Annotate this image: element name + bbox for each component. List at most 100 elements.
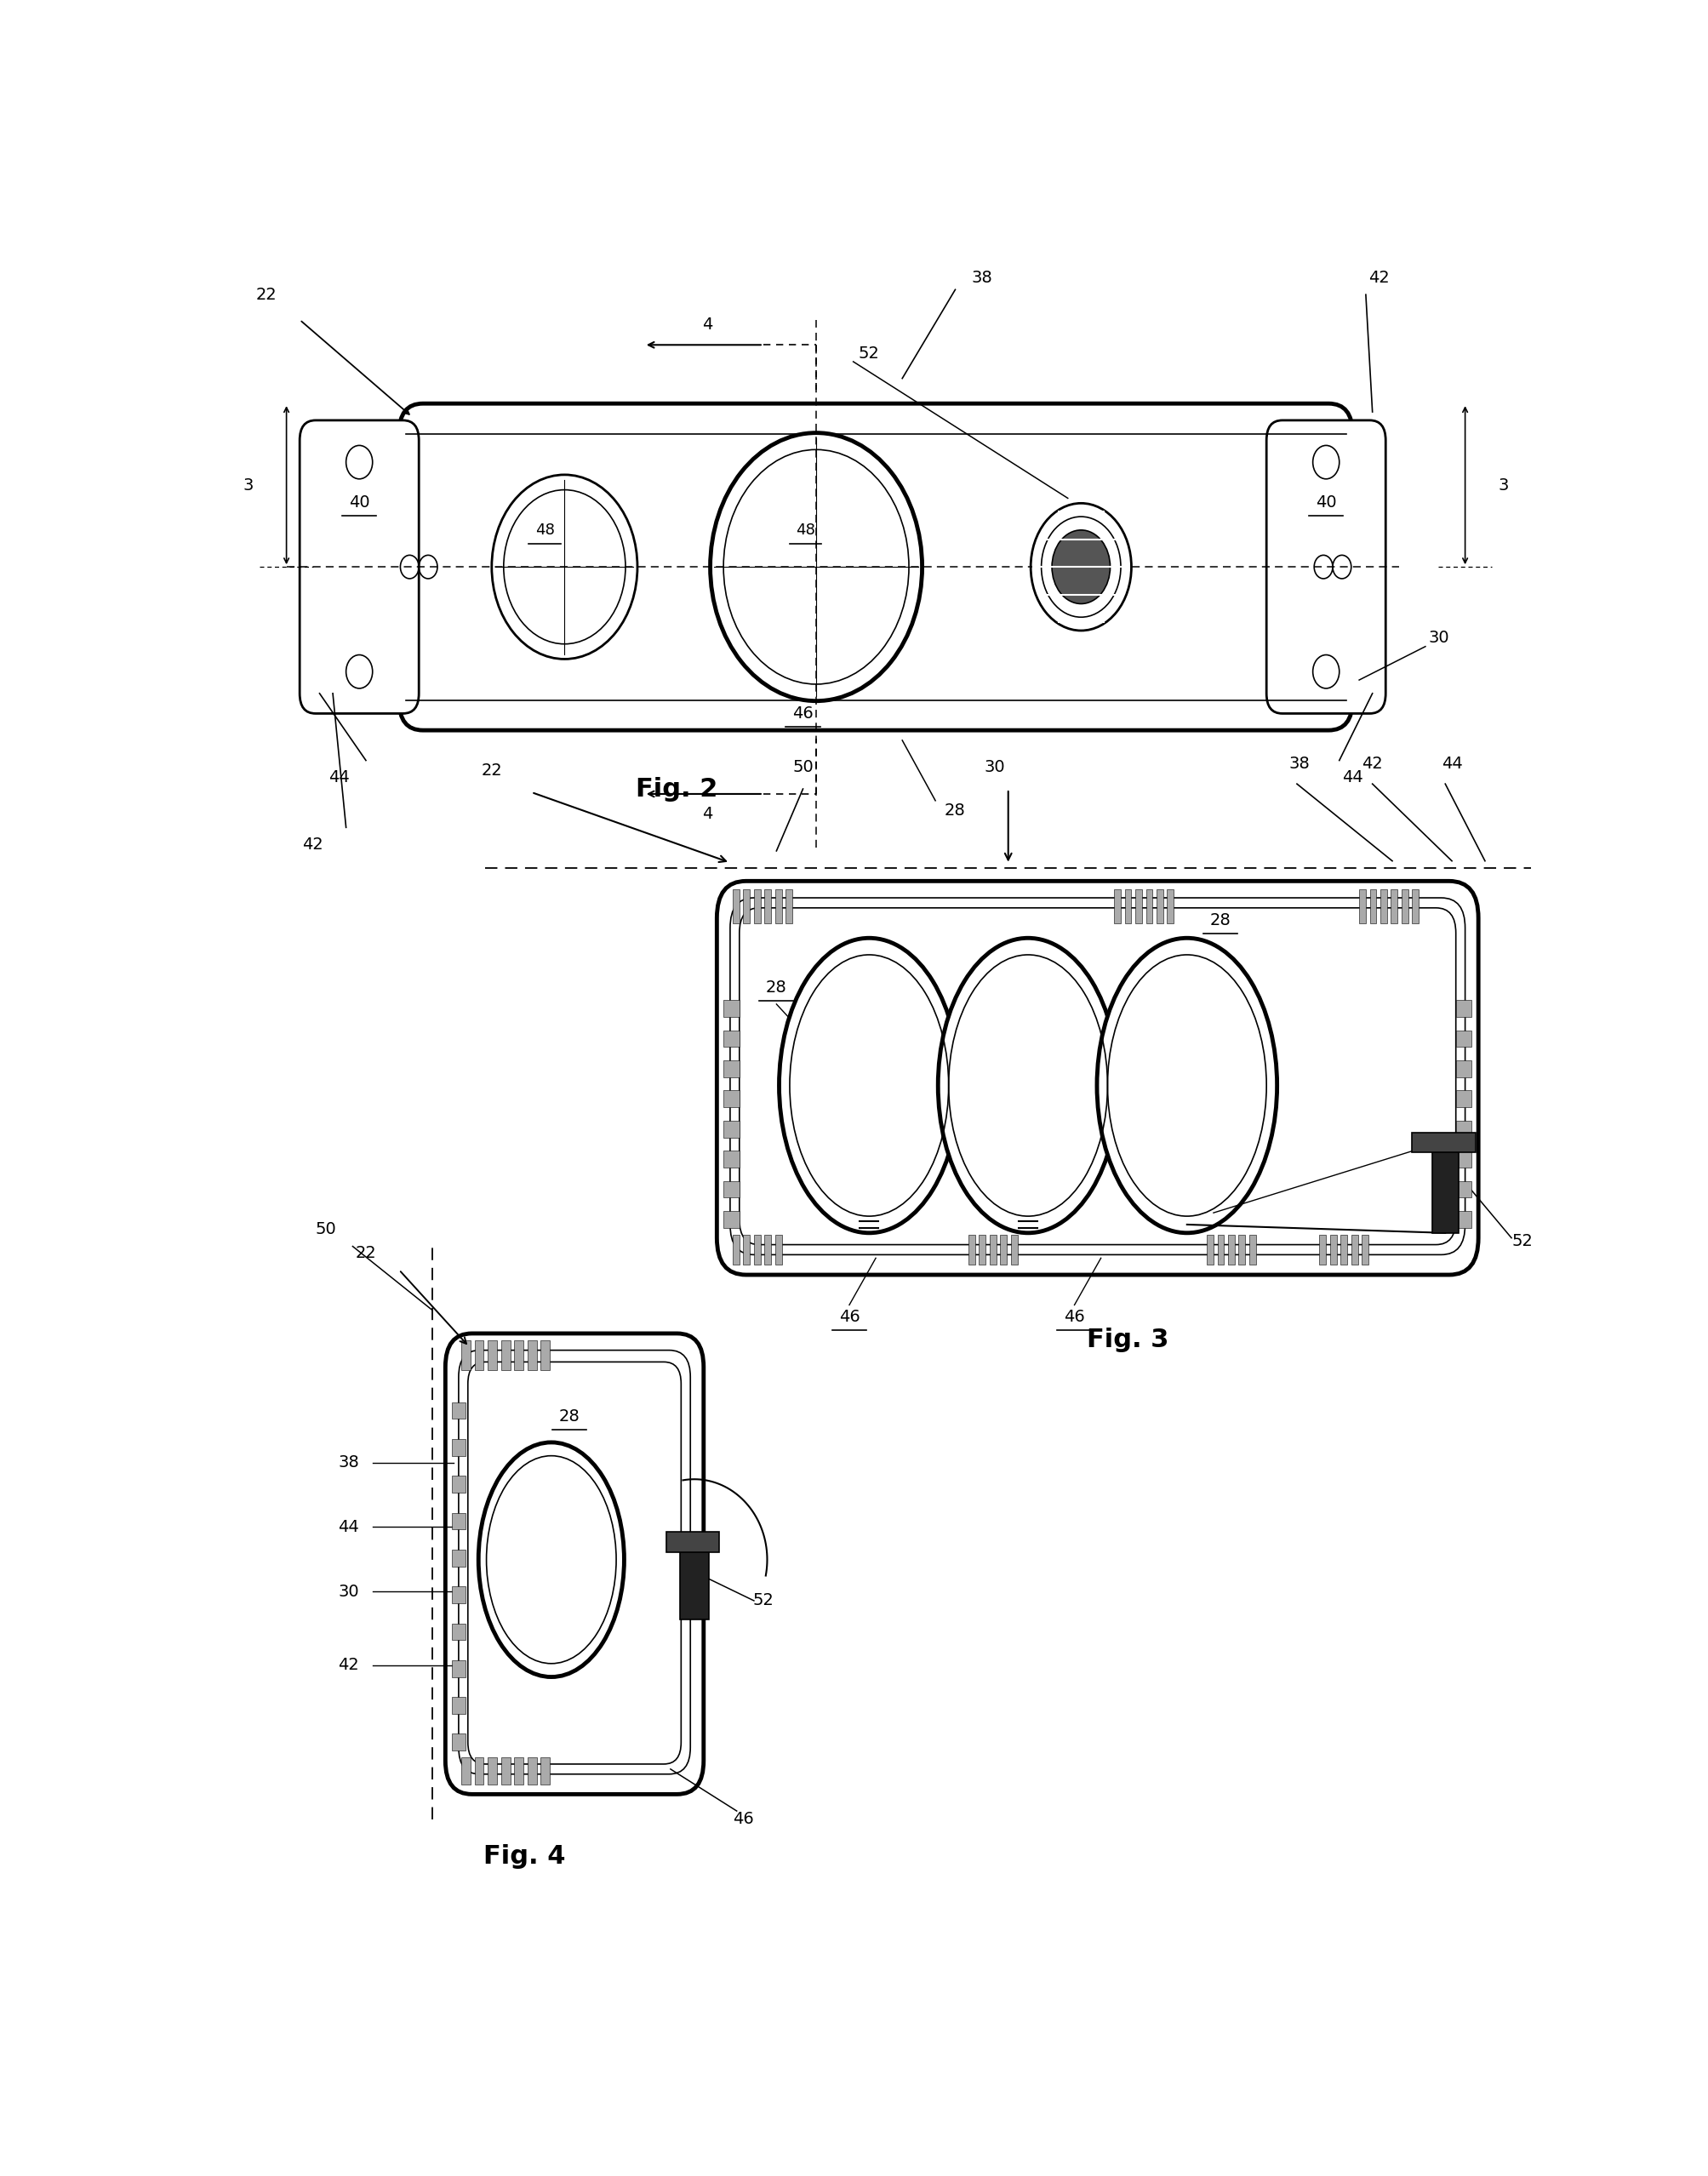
- Bar: [753, 890, 760, 923]
- Bar: [1228, 1234, 1235, 1264]
- Bar: [1134, 890, 1141, 923]
- Bar: [1455, 1212, 1471, 1227]
- Text: 48: 48: [796, 522, 815, 537]
- Bar: [722, 1001, 740, 1016]
- Bar: [763, 1234, 770, 1264]
- Text: 44: 44: [338, 1519, 359, 1534]
- Bar: [514, 1340, 523, 1371]
- Text: 28: 28: [765, 979, 787, 994]
- Text: 44: 44: [328, 768, 350, 786]
- Bar: [451, 1549, 465, 1567]
- Bar: [1361, 1234, 1368, 1264]
- Bar: [528, 1340, 536, 1371]
- Text: 48: 48: [857, 1060, 880, 1077]
- Bar: [540, 1758, 550, 1784]
- Bar: [733, 1234, 740, 1264]
- Text: 28: 28: [521, 1510, 541, 1525]
- Text: 48: 48: [535, 522, 553, 537]
- Bar: [1455, 1090, 1471, 1108]
- Text: 28: 28: [945, 803, 965, 818]
- Bar: [500, 1340, 511, 1371]
- Bar: [1146, 890, 1151, 923]
- Bar: [451, 1512, 465, 1530]
- Text: 42: 42: [1361, 755, 1382, 772]
- Bar: [722, 1182, 740, 1197]
- Bar: [451, 1660, 465, 1678]
- Bar: [743, 890, 750, 923]
- FancyBboxPatch shape: [717, 881, 1477, 1275]
- Text: 40: 40: [348, 494, 369, 511]
- Bar: [1249, 1234, 1255, 1264]
- Bar: [1329, 1234, 1336, 1264]
- Text: 4: 4: [702, 318, 712, 333]
- Text: 22: 22: [256, 287, 277, 302]
- Bar: [1238, 1234, 1245, 1264]
- Bar: [722, 1060, 740, 1077]
- Bar: [475, 1340, 483, 1371]
- Bar: [1156, 890, 1163, 923]
- Text: 38: 38: [970, 270, 992, 285]
- Bar: [1351, 1234, 1358, 1264]
- Text: 44: 44: [1440, 755, 1462, 772]
- Bar: [1341, 1234, 1346, 1264]
- FancyBboxPatch shape: [299, 420, 418, 714]
- Text: 30: 30: [1428, 631, 1448, 646]
- Bar: [775, 890, 781, 923]
- Bar: [753, 1234, 760, 1264]
- Bar: [451, 1697, 465, 1715]
- Bar: [968, 1234, 975, 1264]
- Bar: [666, 1532, 719, 1551]
- Bar: [487, 1758, 497, 1784]
- Bar: [1370, 890, 1375, 923]
- Text: 22: 22: [355, 1245, 376, 1262]
- Bar: [722, 1090, 740, 1108]
- Text: 40: 40: [1315, 494, 1336, 511]
- Bar: [1216, 1234, 1223, 1264]
- Bar: [451, 1438, 465, 1456]
- Text: 42: 42: [1368, 270, 1389, 285]
- Bar: [763, 890, 770, 923]
- Text: 28: 28: [1209, 912, 1230, 929]
- Bar: [989, 1234, 996, 1264]
- Text: 22: 22: [482, 762, 502, 779]
- Bar: [461, 1758, 470, 1784]
- Bar: [451, 1623, 465, 1641]
- Bar: [1206, 1234, 1213, 1264]
- Text: 28: 28: [559, 1408, 579, 1425]
- Text: 38: 38: [338, 1454, 359, 1471]
- Bar: [743, 1234, 750, 1264]
- Bar: [722, 1151, 740, 1169]
- Bar: [1401, 890, 1407, 923]
- Bar: [733, 890, 740, 923]
- Bar: [1167, 890, 1173, 923]
- Bar: [722, 1212, 740, 1227]
- Bar: [775, 1234, 781, 1264]
- Bar: [1411, 890, 1418, 923]
- Text: 46: 46: [793, 705, 813, 722]
- Bar: [451, 1586, 465, 1604]
- Bar: [722, 1121, 740, 1138]
- Bar: [475, 1758, 483, 1784]
- Text: Fig. 4: Fig. 4: [483, 1843, 565, 1869]
- FancyBboxPatch shape: [1266, 420, 1385, 714]
- Bar: [1455, 1182, 1471, 1197]
- Ellipse shape: [478, 1443, 623, 1678]
- Bar: [680, 1538, 709, 1619]
- Bar: [451, 1475, 465, 1493]
- Text: 30: 30: [338, 1584, 359, 1599]
- Bar: [451, 1401, 465, 1419]
- Text: 52: 52: [752, 1593, 774, 1608]
- Text: Fig. 2: Fig. 2: [635, 777, 717, 801]
- Text: 46: 46: [733, 1810, 753, 1828]
- Ellipse shape: [779, 938, 958, 1234]
- Text: 44: 44: [1341, 768, 1363, 786]
- Bar: [500, 1758, 511, 1784]
- Ellipse shape: [1097, 938, 1276, 1234]
- Text: 42: 42: [338, 1658, 359, 1673]
- Bar: [786, 890, 793, 923]
- Text: 52: 52: [1512, 1234, 1532, 1249]
- Bar: [1390, 890, 1397, 923]
- Ellipse shape: [938, 938, 1117, 1234]
- Bar: [487, 1340, 497, 1371]
- Bar: [528, 1758, 536, 1784]
